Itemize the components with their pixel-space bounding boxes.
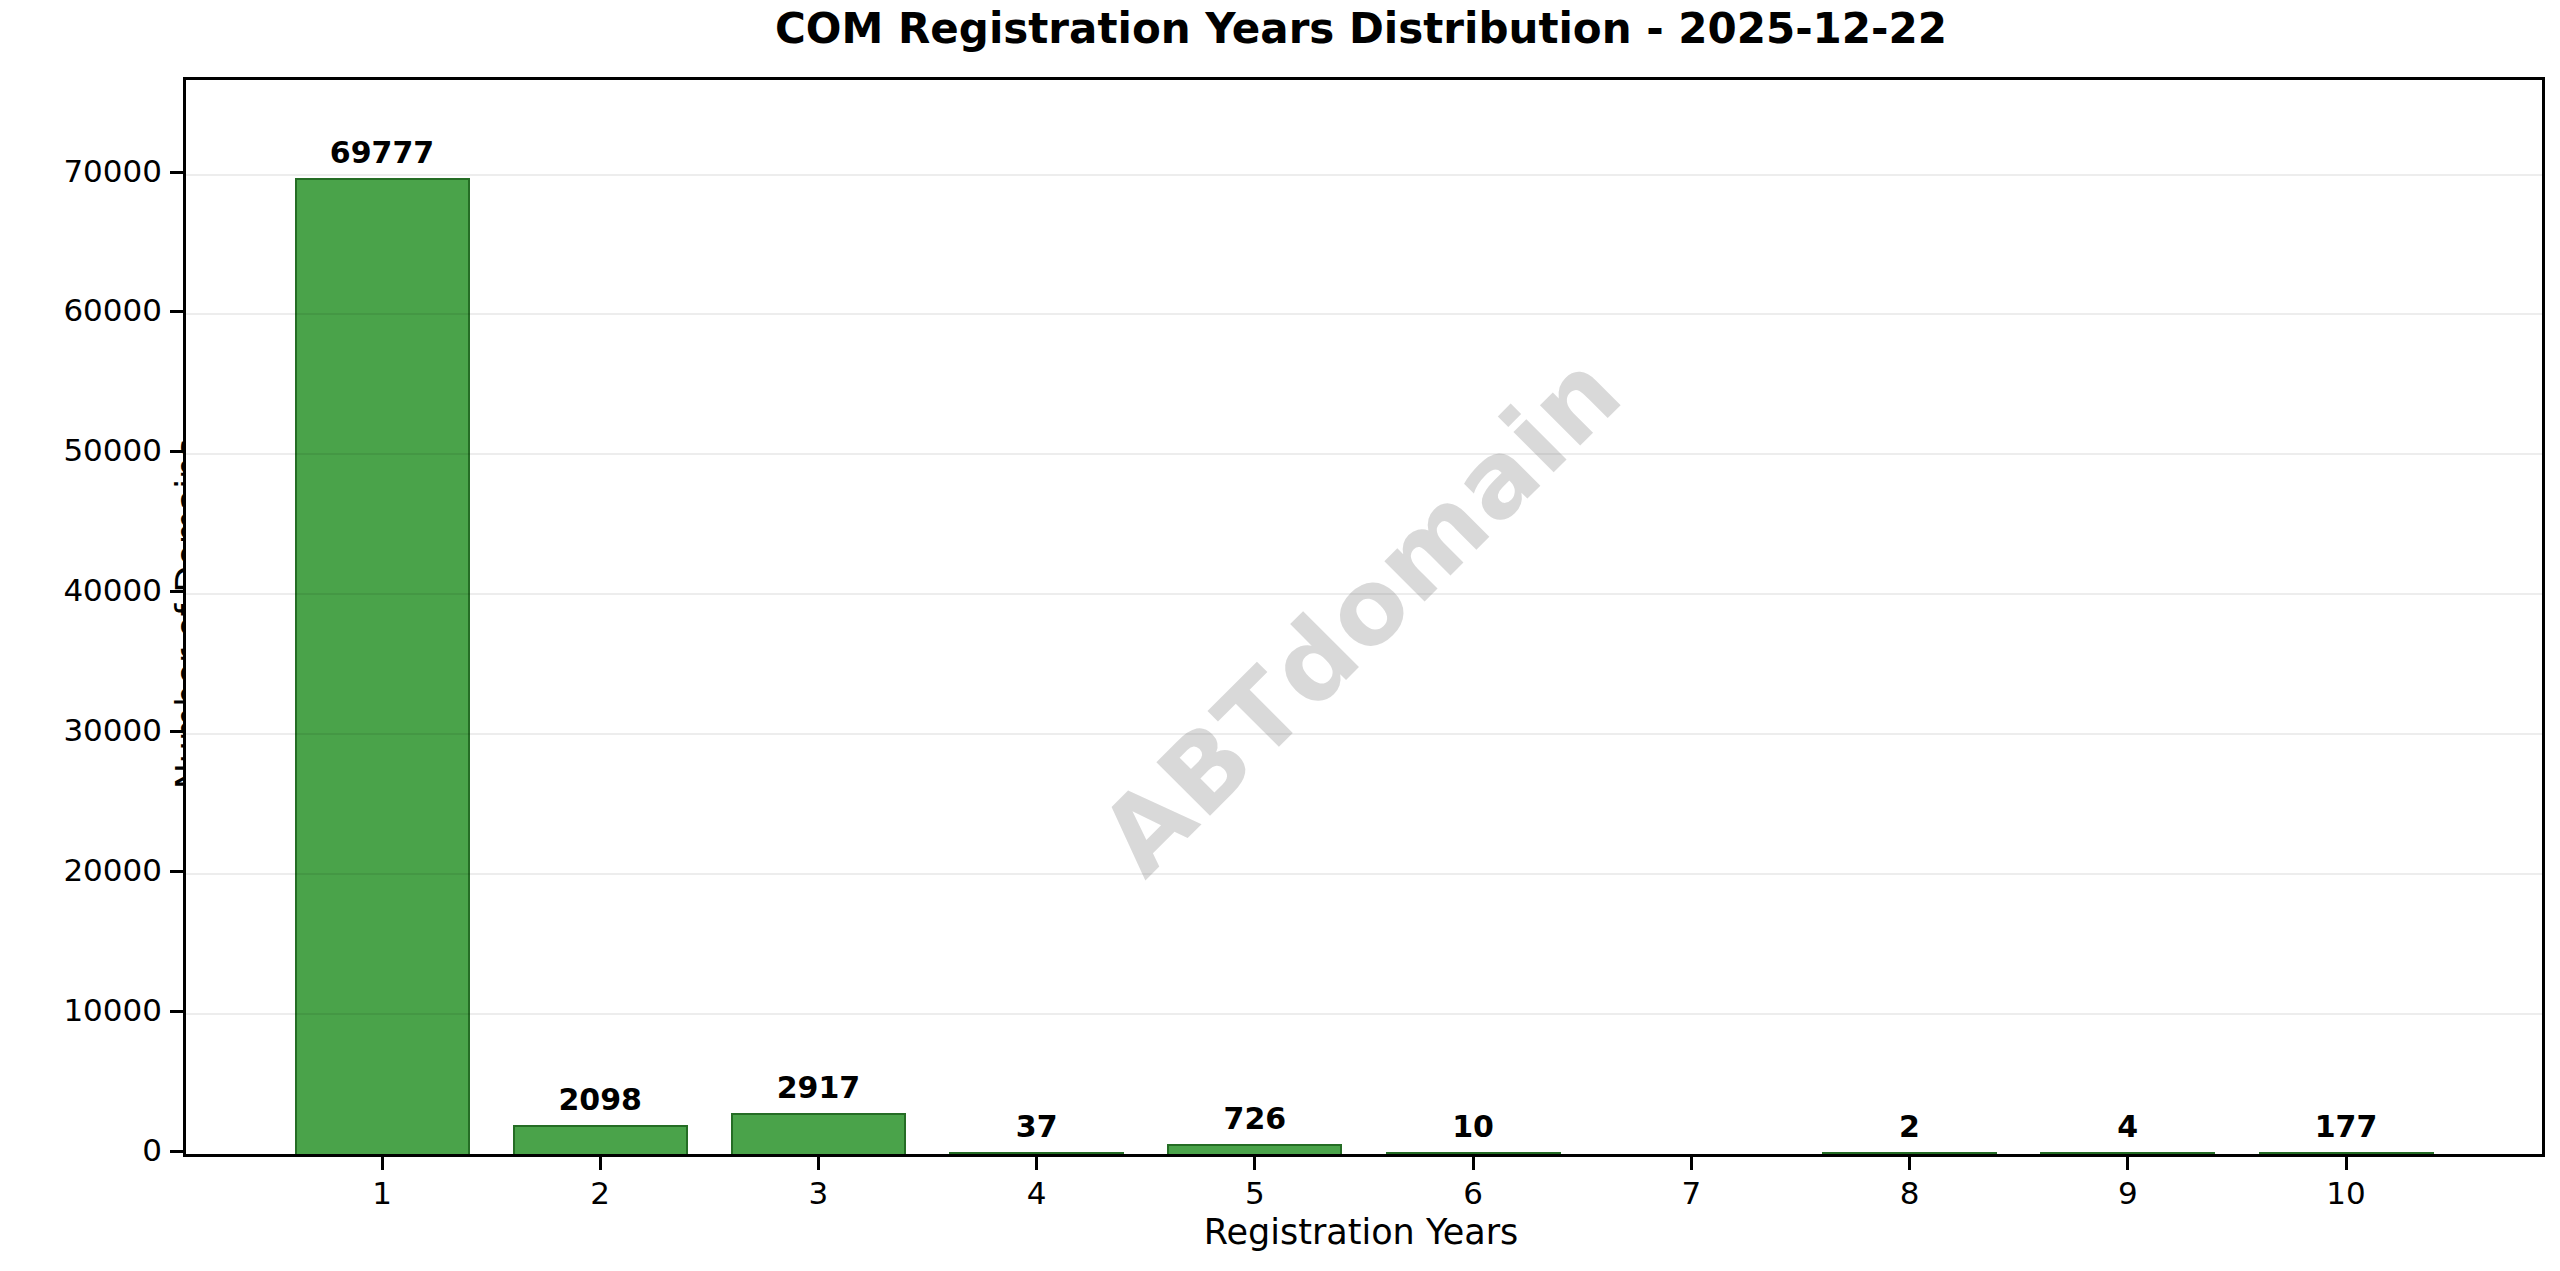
bar-value-label: 2: [1899, 1109, 1920, 1144]
y-tick-mark: [170, 870, 183, 873]
x-tick-label: 7: [1681, 1175, 1701, 1211]
x-tick-label: 1: [372, 1175, 392, 1211]
y-tick-mark: [170, 310, 183, 313]
y-tick-mark: [170, 450, 183, 453]
bar-value-label: 37: [1016, 1109, 1058, 1144]
x-tick-mark: [1472, 1157, 1475, 1170]
x-axis-label: Registration Years: [183, 1212, 2539, 1252]
y-tick-label: 50000: [12, 435, 162, 466]
x-tick-mark: [1035, 1157, 1038, 1170]
y-gridline: [186, 1013, 2542, 1015]
x-tick-mark: [599, 1157, 602, 1170]
x-tick-mark: [381, 1157, 384, 1170]
y-gridline: [186, 313, 2542, 315]
x-tick-mark: [1908, 1157, 1911, 1170]
x-tick-label: 5: [1245, 1175, 1265, 1211]
bar: [1167, 1144, 1342, 1154]
y-tick-label: 10000: [12, 995, 162, 1026]
y-tick-label: 70000: [12, 156, 162, 187]
y-tick-mark: [170, 171, 183, 174]
x-tick-mark: [2126, 1157, 2129, 1170]
bar: [1386, 1152, 1561, 1155]
bar: [2040, 1152, 2215, 1155]
bar-value-label: 177: [2315, 1109, 2378, 1144]
bar: [949, 1152, 1124, 1155]
y-tick-label: 40000: [12, 575, 162, 606]
bar: [1822, 1152, 1997, 1155]
bar-value-label: 4: [2117, 1109, 2138, 1144]
y-gridline: [186, 174, 2542, 176]
bar: [2259, 1152, 2434, 1155]
x-tick-label: 10: [2326, 1175, 2365, 1211]
bar: [295, 178, 470, 1154]
x-tick-label: 6: [1463, 1175, 1483, 1211]
x-tick-label: 8: [1900, 1175, 1920, 1211]
bar-value-label: 69777: [330, 135, 434, 170]
x-tick-label: 3: [809, 1175, 829, 1211]
bar: [731, 1113, 906, 1154]
bar: [513, 1125, 688, 1154]
x-tick-mark: [2345, 1157, 2348, 1170]
y-tick-mark: [170, 1010, 183, 1013]
y-gridline: [186, 453, 2542, 455]
y-tick-label: 20000: [12, 855, 162, 886]
chart-title: COM Registration Years Distribution - 20…: [183, 4, 2539, 53]
x-tick-mark: [1253, 1157, 1256, 1170]
bar-value-label: 2098: [558, 1082, 642, 1117]
y-gridline: [186, 733, 2542, 735]
bar-chart: COM Registration Years Distribution - 20…: [0, 0, 2560, 1271]
x-tick-mark: [817, 1157, 820, 1170]
y-tick-label: 30000: [12, 715, 162, 746]
y-tick-mark: [170, 1150, 183, 1153]
x-tick-mark: [1690, 1157, 1693, 1170]
x-tick-label: 4: [1027, 1175, 1047, 1211]
bar-value-label: 726: [1224, 1101, 1287, 1136]
y-tick-mark: [170, 730, 183, 733]
y-tick-mark: [170, 590, 183, 593]
y-gridline: [186, 873, 2542, 875]
y-tick-label: 60000: [12, 295, 162, 326]
x-tick-label: 9: [2118, 1175, 2138, 1211]
bar-value-label: 2917: [777, 1070, 861, 1105]
bar-value-label: 10: [1452, 1109, 1494, 1144]
y-tick-label: 0: [12, 1135, 162, 1166]
x-tick-label: 2: [590, 1175, 610, 1211]
